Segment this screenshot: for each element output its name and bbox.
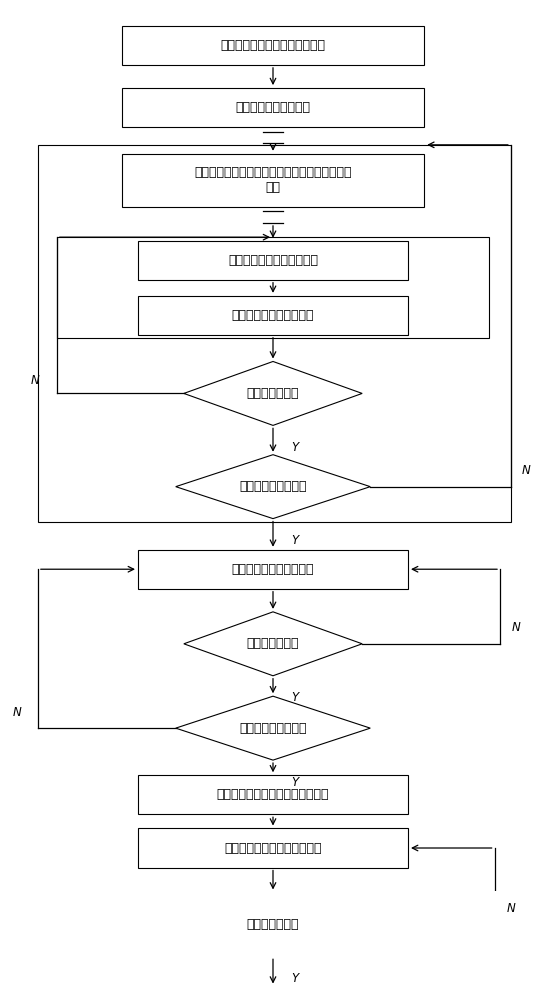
Text: 遍历所有频点？: 遍历所有频点？	[247, 387, 299, 400]
Polygon shape	[184, 892, 362, 956]
FancyBboxPatch shape	[138, 775, 408, 814]
Text: 达到迭代终止条件？: 达到迭代终止条件？	[239, 480, 307, 493]
FancyBboxPatch shape	[122, 26, 424, 65]
Text: Y: Y	[291, 972, 298, 985]
Text: Y: Y	[291, 691, 298, 704]
FancyBboxPatch shape	[138, 296, 408, 335]
Text: 初始化频域传输矩阵组: 初始化频域传输矩阵组	[235, 101, 311, 114]
Text: Y: Y	[291, 776, 298, 789]
Text: Y: Y	[291, 441, 298, 454]
Text: 单传输信道时频联合估计: 单传输信道时频联合估计	[232, 563, 314, 576]
Text: Y: Y	[291, 534, 298, 547]
FancyBboxPatch shape	[122, 88, 424, 127]
Text: N: N	[507, 902, 515, 915]
Text: 初始化多源多信道信号分离参数: 初始化多源多信道信号分离参数	[221, 39, 325, 52]
Text: 全传输通道全频点传输信道矩阵组: 全传输通道全频点传输信道矩阵组	[217, 788, 329, 801]
Text: 遍历所有频点？: 遍历所有频点？	[247, 918, 299, 931]
Text: 单频点传输信道矩阵更新: 单频点传输信道矩阵更新	[232, 309, 314, 322]
Text: 遍历所有信道？: 遍历所有信道？	[247, 637, 299, 650]
FancyBboxPatch shape	[138, 987, 408, 1000]
Text: N: N	[31, 374, 39, 387]
Text: 计算多源多信道信号分离数据集单个训练样本的
频谱: 计算多源多信道信号分离数据集单个训练样本的 频谱	[194, 166, 352, 194]
Polygon shape	[184, 612, 362, 676]
Polygon shape	[176, 455, 370, 519]
FancyBboxPatch shape	[138, 241, 408, 280]
Text: N: N	[521, 464, 530, 477]
FancyBboxPatch shape	[122, 154, 424, 207]
Text: 达到迭代终止条件？: 达到迭代终止条件？	[239, 722, 307, 735]
Text: N: N	[512, 621, 520, 634]
Polygon shape	[184, 361, 362, 425]
FancyBboxPatch shape	[138, 828, 408, 868]
FancyBboxPatch shape	[138, 550, 408, 589]
Polygon shape	[176, 696, 370, 760]
Text: N: N	[13, 706, 22, 719]
Text: 单频点辐射源频域信号估计: 单频点辐射源频域信号估计	[228, 254, 318, 267]
Text: 计算单个频点的信号分离结果: 计算单个频点的信号分离结果	[224, 842, 322, 855]
